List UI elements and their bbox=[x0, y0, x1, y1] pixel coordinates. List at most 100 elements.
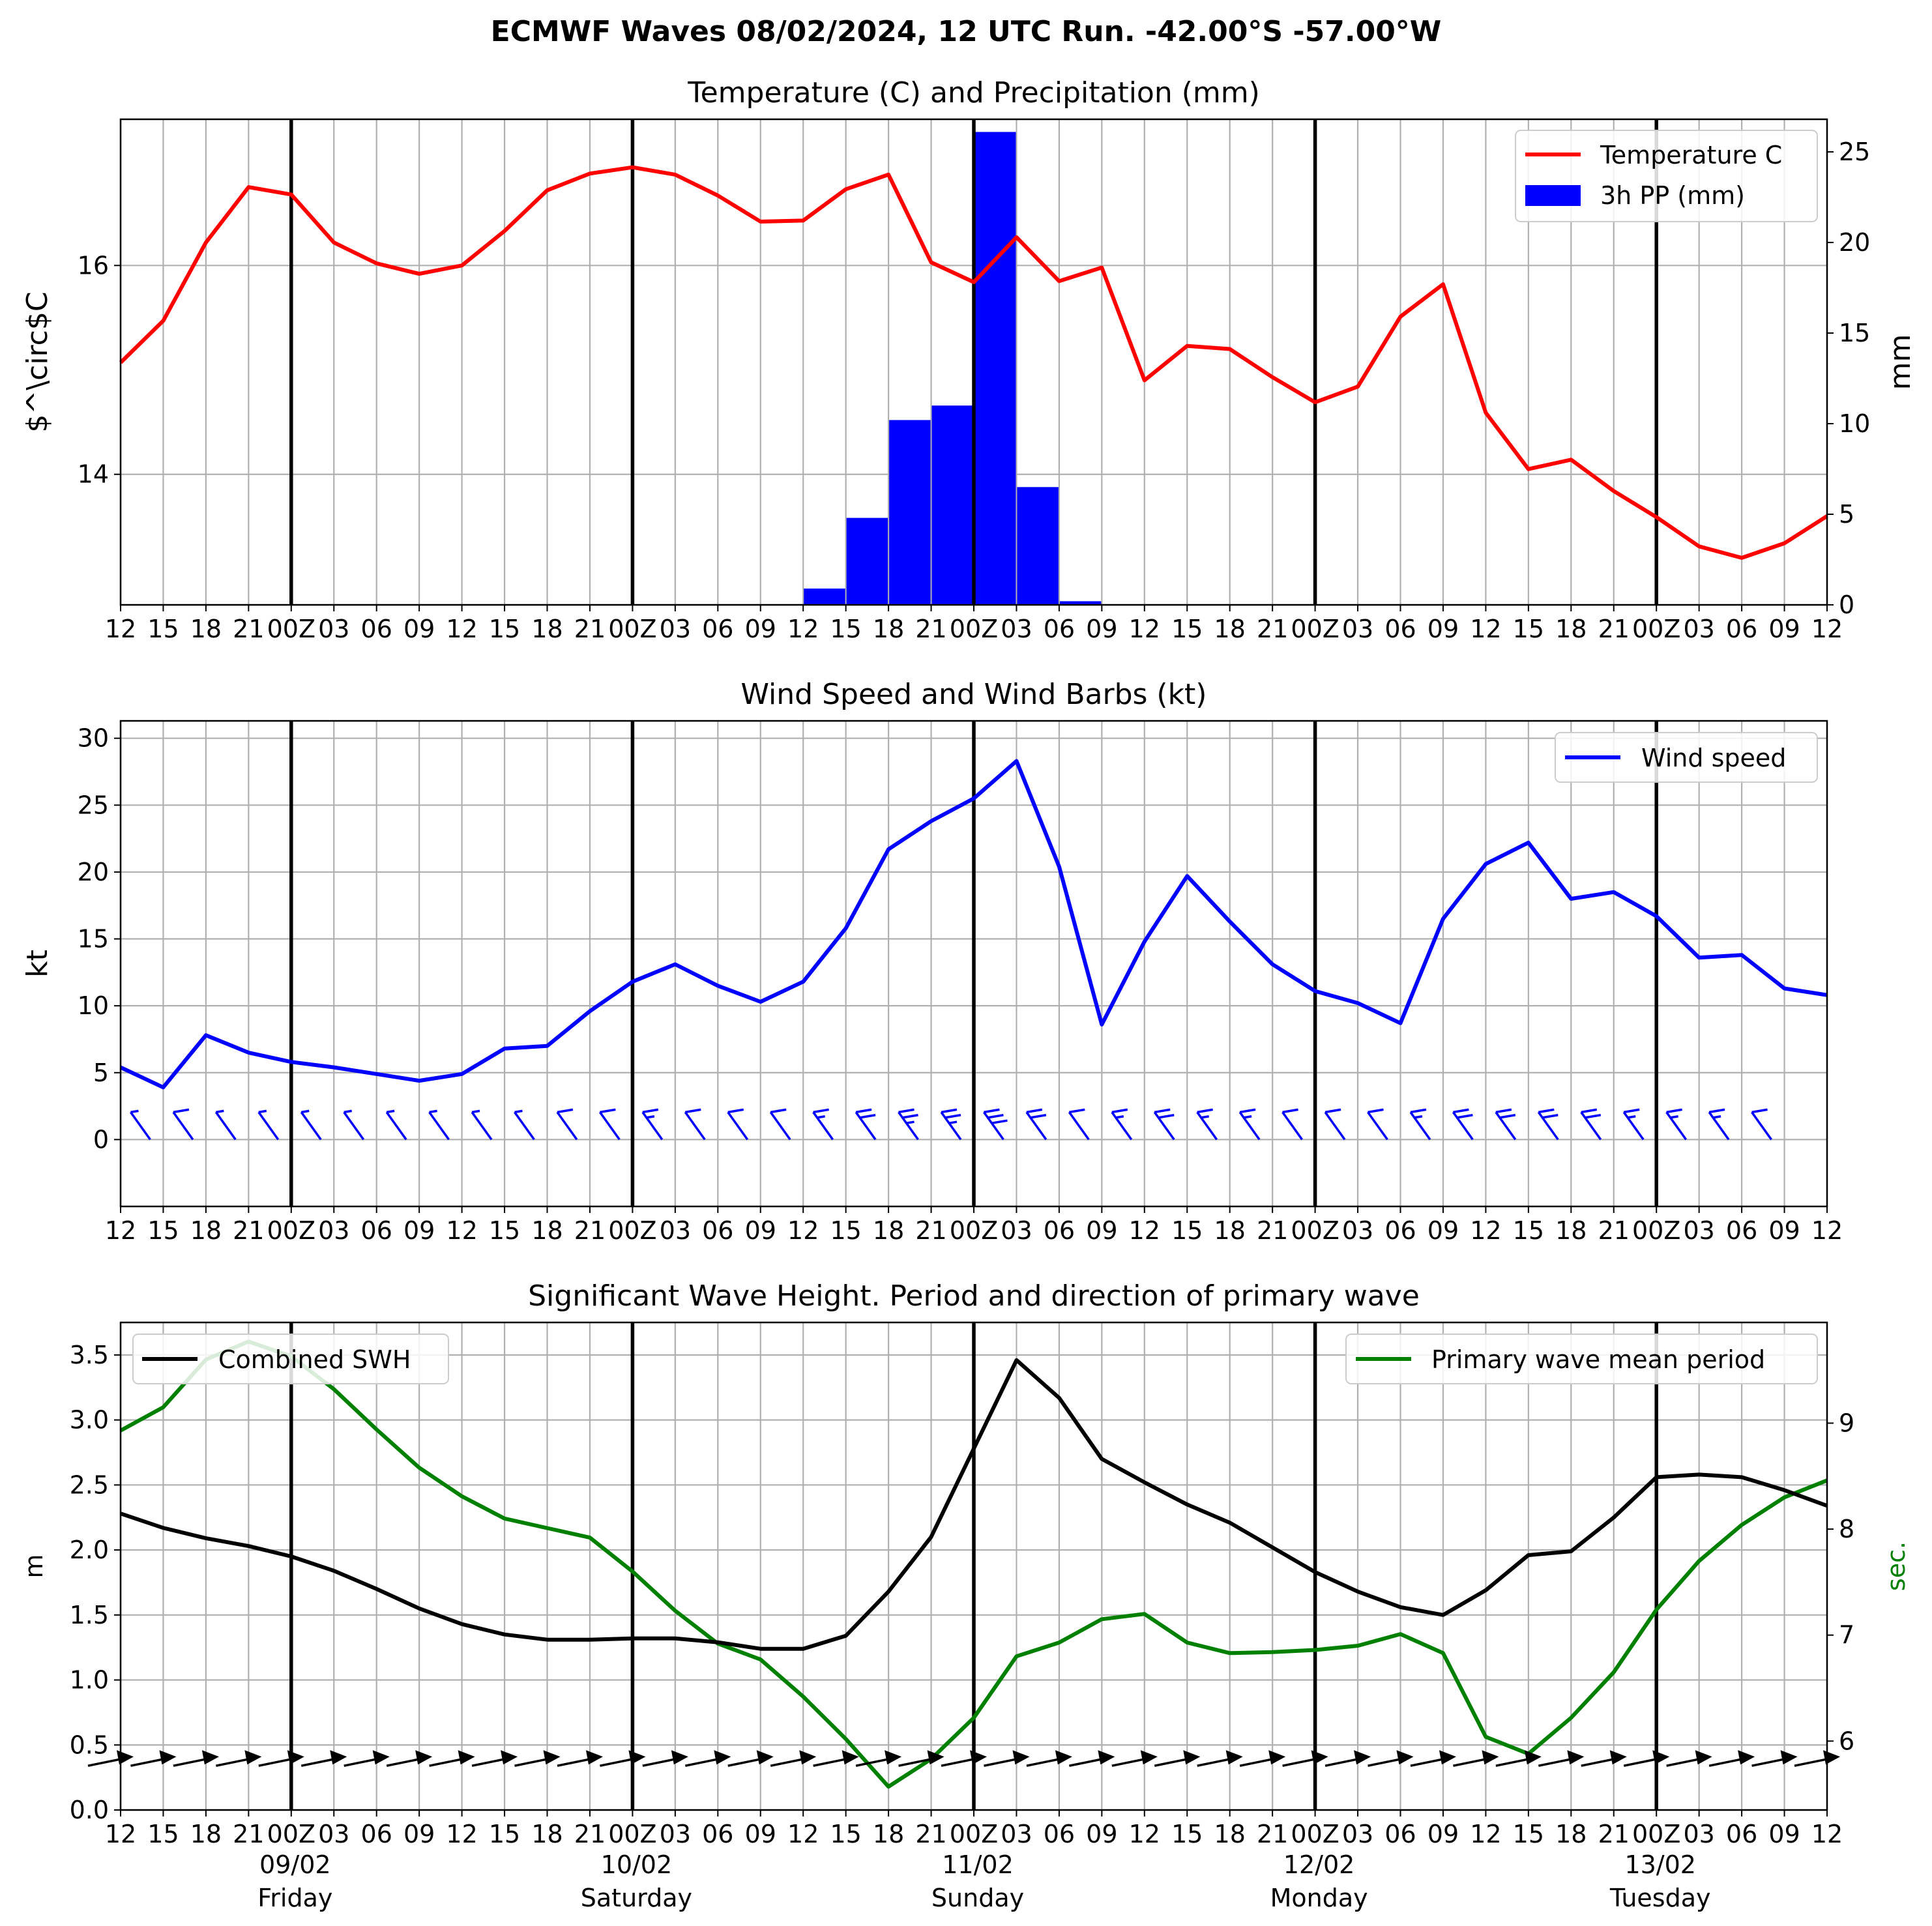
wind-barb-shaft bbox=[214, 1111, 237, 1141]
wind-barb-shaft bbox=[130, 1111, 151, 1141]
arrow-shaft bbox=[258, 1757, 295, 1767]
wind-barb-shaft bbox=[1452, 1111, 1474, 1141]
x-tick-label: 00Z bbox=[1632, 1216, 1680, 1245]
arrow-shaft bbox=[1325, 1757, 1361, 1767]
wave-direction-arrow bbox=[1538, 1750, 1585, 1767]
wind-barb bbox=[1324, 1108, 1346, 1141]
wind-barb bbox=[598, 1108, 621, 1141]
wind-barb-flag bbox=[855, 1108, 872, 1114]
arrow-shaft bbox=[471, 1757, 508, 1767]
wind-barb bbox=[727, 1108, 749, 1141]
wind-barb bbox=[940, 1108, 962, 1141]
wind-barb bbox=[428, 1109, 450, 1141]
x-tick-label: 21 bbox=[1257, 615, 1288, 643]
day-date-label: 09/02 bbox=[259, 1850, 331, 1879]
precip-bar bbox=[931, 405, 973, 605]
arrow-shaft bbox=[600, 1757, 636, 1767]
wind-barb bbox=[1452, 1108, 1474, 1141]
wind-barb bbox=[1238, 1108, 1261, 1141]
x-tick-label: 00Z bbox=[267, 1216, 315, 1245]
wave-direction-arrow bbox=[898, 1750, 944, 1767]
wind-barb-flag bbox=[1495, 1108, 1512, 1114]
wind-barb-shaft bbox=[428, 1111, 450, 1141]
x-tick-label: 18 bbox=[1214, 615, 1246, 643]
wind-barb-shaft bbox=[1324, 1111, 1346, 1141]
arrow-head bbox=[117, 1750, 134, 1765]
wind-barb-shaft bbox=[940, 1111, 962, 1141]
x-tick-label: 12 bbox=[446, 1820, 477, 1848]
wave-direction-arrow bbox=[600, 1750, 646, 1767]
legend-box bbox=[132, 1334, 449, 1384]
wind-barb-flag bbox=[1030, 1114, 1047, 1119]
legend-label-temperature: Temperature C bbox=[1600, 141, 1782, 169]
wind-barb-shaft bbox=[1708, 1111, 1730, 1141]
wind-barb bbox=[1409, 1108, 1431, 1141]
wind-barb-flag bbox=[1069, 1108, 1085, 1114]
x-tick-label: 21 bbox=[1598, 615, 1630, 643]
x-tick-label: 15 bbox=[1171, 1820, 1203, 1848]
y-axis-label: $^\circ$C bbox=[21, 291, 54, 432]
x-tick-label: 06 bbox=[702, 615, 733, 643]
arrow-shaft bbox=[173, 1757, 209, 1767]
arrow-head bbox=[1482, 1750, 1499, 1765]
x-tick-label: 09 bbox=[1768, 1216, 1800, 1245]
wave-direction-arrow bbox=[684, 1750, 731, 1767]
wind-barb-flag bbox=[988, 1114, 1004, 1119]
arrow-shaft bbox=[130, 1757, 166, 1767]
x-tick-label: 03 bbox=[1342, 1820, 1373, 1848]
arrow-shaft bbox=[1410, 1757, 1446, 1767]
x-tick-label: 12 bbox=[1811, 1216, 1843, 1245]
x-tick-label: 15 bbox=[1513, 1820, 1544, 1848]
x-tick-label: 18 bbox=[1555, 1820, 1587, 1848]
arrow-shaft bbox=[1581, 1757, 1617, 1767]
x-tick-label: 03 bbox=[318, 1216, 349, 1245]
y-right-tick-label: 10 bbox=[1839, 409, 1870, 438]
wind-barb bbox=[514, 1109, 535, 1141]
wind-barb bbox=[471, 1109, 493, 1141]
wind-barb-shaft bbox=[1495, 1111, 1517, 1141]
x-tick-label: 18 bbox=[190, 615, 222, 643]
arrow-shaft bbox=[1368, 1757, 1403, 1767]
x-tick-label: 12 bbox=[787, 1216, 819, 1245]
x-tick-label: 06 bbox=[361, 1820, 392, 1848]
legend-right: Primary wave mean period bbox=[1345, 1334, 1818, 1384]
wind-barb-shaft bbox=[727, 1111, 749, 1141]
y-tick-label: 1.5 bbox=[70, 1601, 109, 1629]
wind-barb-flag bbox=[557, 1108, 574, 1114]
x-tick-label: 18 bbox=[190, 1216, 222, 1245]
wind-barb-shaft bbox=[1111, 1111, 1133, 1141]
x-tick-label: 15 bbox=[1513, 1216, 1544, 1245]
y-tick-label: 0.5 bbox=[70, 1730, 109, 1759]
wind-barb-half-flag bbox=[471, 1109, 480, 1114]
wind-barb-flag bbox=[941, 1108, 958, 1114]
wind-barb-shaft bbox=[1281, 1111, 1304, 1141]
x-tick-label: 12 bbox=[446, 1216, 477, 1245]
x-tick-label: 21 bbox=[1257, 1820, 1288, 1848]
wind-barb-shaft bbox=[1153, 1111, 1175, 1141]
wind-barb bbox=[1537, 1108, 1559, 1141]
wave-direction-arrow bbox=[130, 1750, 177, 1767]
arrow-shaft bbox=[1623, 1757, 1660, 1767]
legend-box bbox=[1515, 130, 1818, 222]
arrow-head bbox=[1738, 1750, 1755, 1765]
x-tick-label: 03 bbox=[660, 615, 691, 643]
wind-barb-shaft bbox=[343, 1111, 365, 1141]
x-tick-label: 12 bbox=[787, 615, 819, 643]
x-tick-label: 00Z bbox=[1291, 615, 1339, 643]
arrow-shaft bbox=[216, 1757, 252, 1767]
legend-box bbox=[1345, 1334, 1818, 1384]
x-tick-label: 15 bbox=[147, 1820, 179, 1848]
arrow-head bbox=[1396, 1750, 1414, 1765]
arrow-shaft bbox=[642, 1757, 679, 1767]
x-tick-label: 12 bbox=[1470, 1820, 1501, 1848]
wind-barb-flag bbox=[1751, 1108, 1768, 1114]
wind-barb-half-flag bbox=[429, 1109, 437, 1114]
wind-barb-shaft bbox=[1537, 1111, 1559, 1141]
wave-direction-arrow bbox=[386, 1750, 433, 1767]
wave-direction-arrow bbox=[1111, 1750, 1158, 1767]
x-tick-label: 12 bbox=[1811, 615, 1843, 643]
panel-title: Wind Speed and Wind Barbs (kt) bbox=[741, 678, 1207, 711]
arrow-shaft bbox=[770, 1757, 806, 1767]
x-tick-label: 12 bbox=[1470, 1216, 1501, 1245]
x-tick-label: 06 bbox=[702, 1820, 733, 1848]
